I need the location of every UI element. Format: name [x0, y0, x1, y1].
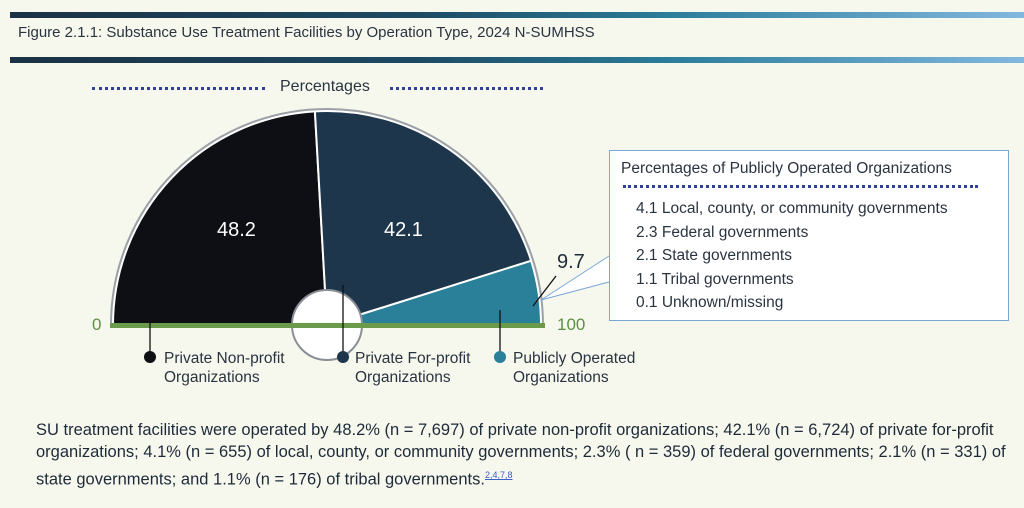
chart-title: Percentages [280, 78, 370, 95]
callout-pointer [540, 255, 610, 301]
legend-line: Private Non-profit [164, 350, 285, 367]
title-dots-right [390, 87, 543, 90]
value-label-nonprofit: 48.2 [217, 219, 256, 241]
gauge-baseline [110, 323, 545, 328]
callout-title: Percentages of Publicly Operated Organiz… [621, 160, 952, 177]
callout-dots [623, 185, 978, 188]
legend-label-public: Publicly Operated Organizations [513, 349, 635, 387]
value-label-public: 9.7 [557, 251, 585, 273]
legend-line: Organizations [355, 369, 451, 386]
wedge-forprofit [313, 110, 533, 327]
header-rule-bottom [10, 57, 1024, 63]
legend-line: Organizations [164, 369, 260, 386]
legend-line: Organizations [513, 369, 609, 386]
title-dots-left [92, 87, 265, 90]
callout-item: 4.1 Local, county, or community governme… [636, 200, 948, 217]
callout-list: 4.1 Local, county, or community governme… [636, 197, 948, 315]
public-breakdown-callout: Percentages of Publicly Operated Organiz… [609, 150, 1009, 321]
legend-dot-nonprofit [144, 351, 156, 363]
value-label-forprofit: 42.1 [384, 219, 423, 241]
callout-item: 2.1 State governments [636, 247, 792, 264]
axis-max-label: 100 [557, 315, 586, 334]
leader-line-public-value [532, 275, 557, 307]
callout-item: 2.3 Federal governments [636, 223, 809, 241]
summary-paragraph: SU treatment facilities were operated by… [36, 419, 1011, 491]
citation-link[interactable]: 2,4,7,8 [484, 470, 513, 480]
legend-label-forprofit: Private For-profit Organizations [355, 349, 470, 387]
legend-line: Private For-profit [355, 350, 471, 367]
legend-dot-forprofit [337, 351, 349, 363]
legend-label-nonprofit: Private Non-profit Organizations [164, 349, 285, 387]
gauge-outline [110, 108, 544, 326]
callout-item: 1.1 Tribal governments [636, 270, 794, 288]
summary-text: SU treatment facilities were operated by… [36, 421, 1006, 489]
header-rule-top [10, 12, 1024, 18]
legend-dot-public [494, 351, 506, 363]
callout-item: 0.1 Unknown/missing [636, 294, 784, 311]
legend-line: Publicly Operated [513, 350, 636, 367]
wedge-nonprofit [111, 110, 329, 326]
axis-min-label: 0 [92, 315, 102, 334]
figure-title: Figure 2.1.1: Substance Use Treatment Fa… [18, 24, 595, 41]
